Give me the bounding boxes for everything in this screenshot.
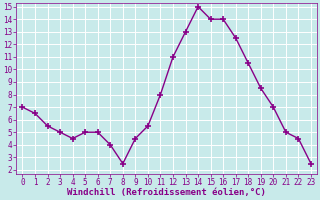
X-axis label: Windchill (Refroidissement éolien,°C): Windchill (Refroidissement éolien,°C) bbox=[67, 188, 266, 197]
